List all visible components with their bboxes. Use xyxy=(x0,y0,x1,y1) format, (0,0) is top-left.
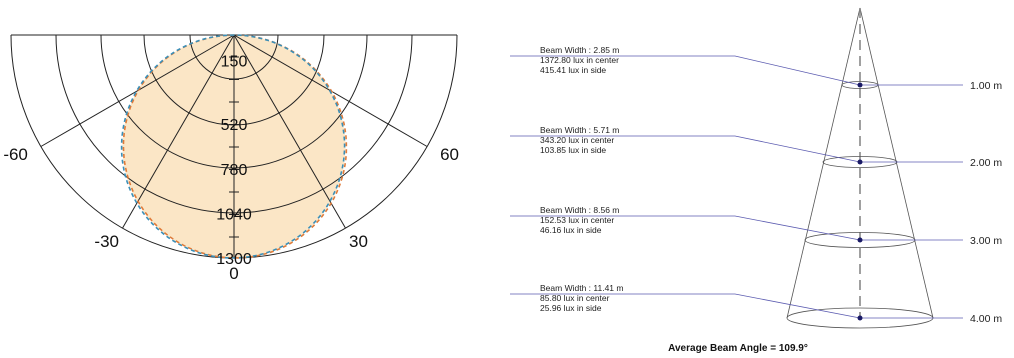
beam-leader-left-3 xyxy=(510,215,861,241)
grid-spoke-m60 xyxy=(40,34,235,147)
angle-label-0: 0 xyxy=(229,264,238,283)
beam-center-point-1 xyxy=(857,82,863,88)
beam-width-label-1: Beam Width : 2.85 m xyxy=(540,45,619,55)
angle-label-30: 30 xyxy=(349,232,368,251)
lux-center-label-1: 1372.80 lux in center xyxy=(540,55,619,65)
angle-label--60: -60 xyxy=(3,145,28,164)
radial-label-150: 150 xyxy=(221,54,248,71)
radial-label-780: 780 xyxy=(221,162,248,179)
distance-label-3: 3.00 m xyxy=(970,235,1002,247)
radial-label-1300: 1300 xyxy=(216,251,252,268)
beam-center-point-3 xyxy=(857,237,863,243)
distance-label-2: 2.00 m xyxy=(970,157,1002,169)
lux-side-label-3: 46.16 lux in side xyxy=(540,225,602,235)
beam-leader-left-1 xyxy=(510,55,861,86)
radial-label-1040: 1040 xyxy=(216,206,252,223)
angle-label-60: 60 xyxy=(440,145,459,164)
radial-label-520: 520 xyxy=(221,117,248,134)
beam-leader-left-4 xyxy=(510,293,861,319)
polar-intensity-diagram: 150 520 780 1040 1300 -60 -30 0 30 60 xyxy=(3,34,459,283)
beam-width-label-2: Beam Width : 5.71 m xyxy=(540,125,619,135)
average-beam-angle: Average Beam Angle = 109.9° xyxy=(668,343,808,354)
beam-leader-left-2 xyxy=(510,135,861,163)
grid-spoke-m30 xyxy=(122,34,235,229)
distance-label-4: 4.00 m xyxy=(970,313,1002,325)
lux-side-label-4: 25.96 lux in side xyxy=(540,303,602,313)
lux-side-label-1: 415.41 lux in side xyxy=(540,65,606,75)
beam-width-label-3: Beam Width : 8.56 m xyxy=(540,205,619,215)
lux-center-label-3: 152.53 lux in center xyxy=(540,215,614,225)
grid-spoke-30 xyxy=(233,34,346,229)
beam-width-label-4: Beam Width : 11.41 m xyxy=(540,283,623,293)
lux-center-label-4: 85.80 lux in center xyxy=(540,293,610,303)
lux-side-label-2: 103.85 lux in side xyxy=(540,145,606,155)
lux-center-label-2: 343.20 lux in center xyxy=(540,135,614,145)
beam-center-point-4 xyxy=(857,315,863,321)
curve-c90 xyxy=(120,34,346,259)
curve-c0 xyxy=(122,34,348,259)
angle-label--30: -30 xyxy=(94,232,119,251)
beam-center-point-2 xyxy=(857,159,863,165)
distance-label-1: 1.00 m xyxy=(970,80,1002,92)
